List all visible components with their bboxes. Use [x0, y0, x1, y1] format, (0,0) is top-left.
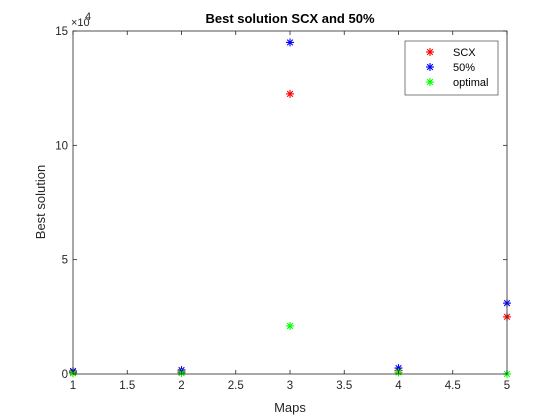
legend-box [404, 40, 499, 96]
x-tick-label: 1.5 [119, 380, 135, 392]
legend-marker-optimal [426, 78, 434, 86]
data-point-optimal [286, 321, 294, 330]
x-tick-label: 4.5 [445, 380, 461, 392]
legend-marker-scx [426, 48, 434, 56]
y-axis-ticks: 0 5 10 15 [55, 26, 507, 381]
legend-label-optimal: optimal [453, 77, 488, 89]
x-tick-label: 1 [70, 380, 76, 392]
x-tick-label: 2.5 [228, 380, 244, 392]
y-axis-multiplier-base: ×10 [71, 17, 90, 29]
x-tick-label: 2 [178, 380, 184, 392]
legend-label-50: 50% [453, 62, 475, 74]
legend: SCX 50% optimal [404, 40, 499, 96]
x-tick-label: 3.5 [336, 380, 352, 392]
data-point-50 [286, 38, 294, 47]
y-axis-label: Best solution [33, 165, 48, 239]
chart-title: Best solution SCX and 50% [205, 11, 374, 26]
x-axis-label: Maps [274, 400, 306, 415]
x-tick-label: 3 [287, 380, 293, 392]
y-tick-label: 10 [55, 140, 68, 152]
y-axis-multiplier-exp: 4 [85, 11, 91, 23]
data-point-scx [286, 89, 294, 98]
x-tick-label: 4 [395, 380, 402, 392]
legend-items: SCX 50% optimal [426, 47, 488, 89]
y-tick-label: 15 [55, 26, 68, 38]
legend-label-scx: SCX [453, 47, 476, 59]
x-tick-label: 5 [504, 380, 510, 392]
x-axis-ticks: 1 1.5 2 2.5 3 3.5 4 4.5 5 [70, 31, 510, 392]
legend-marker-50 [426, 63, 434, 71]
y-tick-label: 5 [62, 255, 68, 267]
y-tick-label: 0 [62, 369, 68, 381]
